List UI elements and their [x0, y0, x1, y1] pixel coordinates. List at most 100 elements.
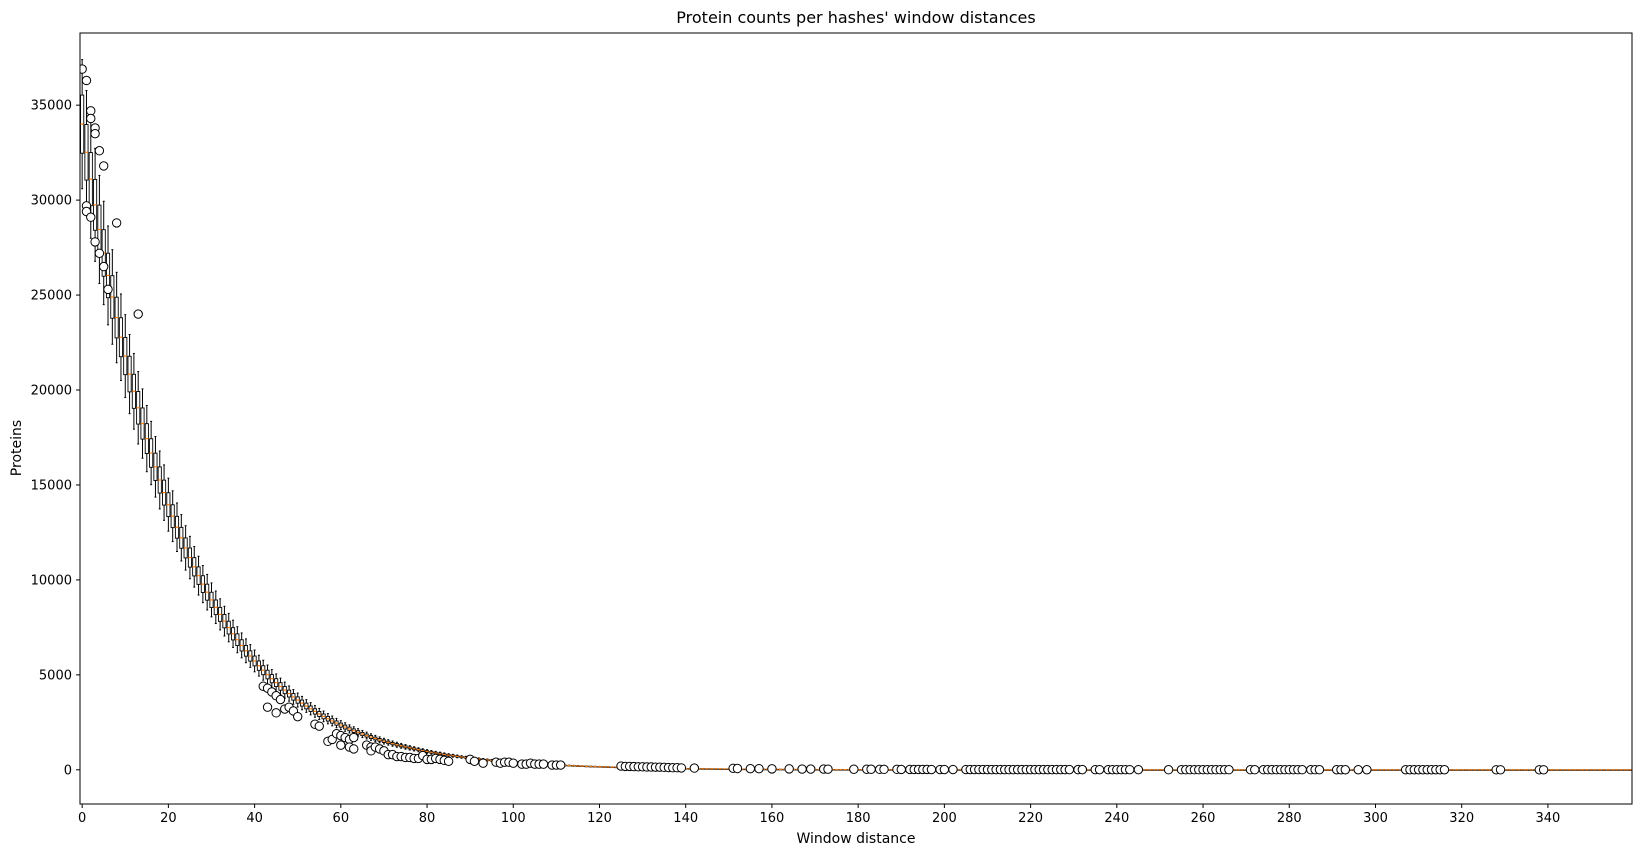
box-42 — [261, 659, 266, 681]
box-357 — [1619, 769, 1624, 771]
box-123 — [610, 766, 615, 769]
box-335 — [1524, 769, 1529, 771]
box-77 — [412, 746, 417, 752]
box-117 — [584, 765, 589, 768]
box-14 — [140, 388, 145, 459]
box-334 — [1520, 769, 1525, 771]
outlier-point — [754, 763, 764, 774]
box-177 — [843, 768, 848, 771]
outlier-point — [271, 708, 281, 718]
outlier-point — [1439, 765, 1450, 775]
box-341 — [1550, 769, 1555, 771]
outlier-point — [275, 694, 286, 705]
box-352 — [1597, 769, 1602, 771]
y-tick-label: 0 — [64, 763, 72, 778]
box-351 — [1593, 769, 1598, 771]
box-57 — [325, 713, 330, 725]
box-118 — [588, 765, 593, 768]
box-58 — [330, 715, 335, 727]
box-86 — [450, 753, 455, 758]
y-tick-label: 30000 — [31, 194, 72, 209]
outlier-point — [1094, 764, 1105, 775]
outlier-point — [111, 218, 122, 228]
outlier-point — [745, 763, 756, 774]
outlier-point — [1538, 765, 1549, 775]
box-146 — [709, 768, 714, 770]
y-tick-label: 15000 — [31, 478, 72, 493]
box-24 — [183, 525, 188, 571]
y-tick-label: 10000 — [31, 573, 72, 588]
outlier-point — [86, 212, 96, 222]
outlier-point — [767, 764, 777, 774]
box-345 — [1567, 769, 1572, 771]
box-325 — [1481, 769, 1486, 771]
box-320 — [1459, 769, 1464, 771]
box-250 — [1157, 769, 1162, 771]
box-120 — [597, 765, 602, 768]
outlier-point — [508, 758, 518, 768]
outlier-point — [784, 764, 794, 774]
y-axis: 0 5000 10000 15000 20000 25000 30000 35000 — [31, 99, 80, 778]
outlier-point — [866, 764, 876, 774]
box-353 — [1601, 769, 1607, 771]
box-69 — [377, 736, 382, 744]
box-38 — [243, 638, 249, 664]
box-13 — [136, 371, 141, 445]
box-25 — [187, 535, 192, 580]
plot-area — [80, 59, 1632, 775]
box-21 — [170, 490, 175, 543]
x-tick-label: 80 — [419, 811, 436, 826]
box-29 — [205, 573, 210, 611]
box-119 — [593, 765, 598, 768]
box-15 — [144, 404, 149, 473]
box-162 — [778, 768, 783, 771]
outlier-point — [469, 756, 480, 766]
x-tick-label: 300 — [1363, 811, 1388, 826]
box-85 — [446, 753, 451, 758]
box-71 — [386, 739, 391, 746]
box-331 — [1507, 769, 1512, 771]
box-33 — [222, 605, 227, 637]
box-59 — [334, 717, 339, 729]
box-122 — [606, 766, 611, 768]
box-20 — [166, 477, 171, 532]
box-54 — [312, 705, 318, 718]
outlier-point — [1125, 764, 1135, 775]
outlier-point — [1250, 765, 1260, 775]
outlier-point — [538, 759, 549, 769]
outlier-point — [349, 744, 359, 754]
box-56 — [321, 710, 326, 723]
box-34 — [226, 612, 231, 643]
box-305 — [1394, 769, 1400, 771]
box-332 — [1511, 769, 1516, 771]
box-321 — [1463, 769, 1469, 771]
box-175 — [834, 768, 839, 771]
box-62 — [347, 724, 352, 734]
outlier-point — [806, 764, 816, 774]
outlier-point — [443, 756, 454, 766]
box-27 — [196, 555, 201, 596]
box-319 — [1455, 769, 1460, 771]
x-tick-label: 100 — [501, 811, 526, 826]
box-81 — [429, 749, 434, 755]
outlier-point — [939, 764, 950, 775]
box-349 — [1584, 769, 1589, 771]
outlier-point — [133, 309, 143, 319]
box-32 — [218, 598, 223, 631]
box-11 — [127, 333, 132, 415]
x-axis: 0 20 40 60 80 100 120 140 160 180 200 220 240 260 280 3… — [78, 804, 1560, 826]
x-tick-label: 140 — [673, 811, 698, 826]
outlier-point — [732, 763, 743, 774]
box-70 — [381, 737, 386, 745]
outlier-point — [555, 760, 566, 770]
outlier-point — [336, 740, 346, 750]
outlier-point — [948, 764, 958, 775]
outlier-point — [1340, 765, 1351, 775]
box-358 — [1623, 769, 1628, 771]
box-23 — [179, 514, 184, 562]
x-tick-label: 280 — [1277, 811, 1302, 826]
outlier-point — [896, 764, 906, 775]
outlier-point — [676, 763, 687, 773]
outlier-point — [103, 284, 113, 295]
outlier-point — [1163, 765, 1174, 775]
